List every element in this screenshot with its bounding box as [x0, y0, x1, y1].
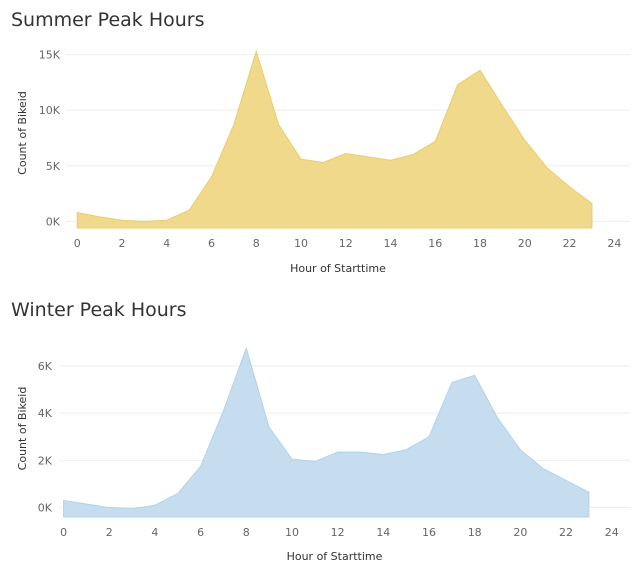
winter-x-tick-label: 2 — [106, 526, 113, 539]
winter-data-point[interactable] — [496, 416, 500, 420]
winter-data-point[interactable] — [62, 498, 66, 502]
summer-data-point[interactable] — [545, 166, 549, 170]
winter-data-point[interactable] — [450, 380, 454, 384]
summer-data-point[interactable] — [344, 152, 348, 156]
summer-data-point[interactable] — [299, 157, 303, 161]
winter-data-point[interactable] — [153, 503, 157, 507]
winter-x-tick-label: 0 — [60, 526, 67, 539]
winter-x-tick-label: 24 — [605, 526, 619, 539]
winter-x-tick-label: 6 — [197, 526, 204, 539]
summer-x-tick-label: 14 — [384, 237, 398, 250]
winter-data-point[interactable] — [267, 425, 271, 429]
winter-data-point[interactable] — [336, 450, 340, 454]
summer-data-point[interactable] — [590, 202, 594, 206]
winter-data-point[interactable] — [541, 467, 545, 471]
winter-area-series[interactable] — [63, 346, 590, 518]
summer-data-point[interactable] — [389, 158, 393, 162]
winter-data-point[interactable] — [404, 448, 408, 452]
winter-data-point[interactable] — [221, 409, 225, 413]
summer-data-point[interactable] — [187, 208, 191, 212]
winter-data-point[interactable] — [290, 457, 294, 461]
summer-x-tick-label: 2 — [118, 237, 125, 250]
winter-data-point[interactable] — [381, 452, 385, 456]
summer-data-point[interactable] — [120, 218, 124, 222]
winter-y-tick-label: 4K — [38, 407, 53, 420]
summer-data-point[interactable] — [321, 160, 325, 164]
summer-data-point[interactable] — [209, 175, 213, 179]
summer-x-tick-label: 4 — [163, 237, 170, 250]
winter-data-point[interactable] — [564, 478, 568, 482]
summer-chart-title: Summer Peak Hours — [11, 9, 205, 31]
summer-y-tick-label: 10K — [39, 104, 61, 117]
winter-y-tick-label: 6K — [38, 360, 53, 373]
winter-x-tick-label: 14 — [376, 526, 390, 539]
summer-data-point[interactable] — [568, 185, 572, 189]
summer-data-point[interactable] — [75, 210, 79, 214]
summer-data-point[interactable] — [433, 139, 437, 143]
summer-x-tick-label: 16 — [428, 237, 442, 250]
summer-x-tick-label: 22 — [563, 237, 577, 250]
summer-y-tick-label: 5K — [46, 160, 61, 173]
summer-data-point[interactable] — [478, 68, 482, 72]
winter-y-tick-label: 2K — [38, 454, 53, 467]
summer-data-point[interactable] — [142, 219, 146, 223]
winter-x-tick-label: 20 — [513, 526, 527, 539]
summer-x-tick-label: 12 — [339, 237, 353, 250]
winter-data-point[interactable] — [84, 502, 88, 506]
summer-data-point[interactable] — [98, 215, 102, 219]
summer-x-tick-label: 8 — [253, 237, 260, 250]
winter-x-tick-label: 22 — [559, 526, 573, 539]
winter-data-point[interactable] — [518, 448, 522, 452]
summer-data-point[interactable] — [232, 123, 236, 127]
summer-x-tick-label: 10 — [294, 237, 308, 250]
summer-data-point[interactable] — [523, 138, 527, 142]
winter-chart-title: Winter Peak Hours — [11, 299, 187, 321]
summer-x-tick-label: 6 — [208, 237, 215, 250]
winter-x-tick-label: 18 — [468, 526, 482, 539]
summer-y-tick-label: 15K — [39, 49, 61, 62]
summer-data-point[interactable] — [254, 49, 258, 53]
winter-data-point[interactable] — [107, 506, 111, 510]
summer-x-tick-label: 24 — [607, 237, 621, 250]
winter-data-point[interactable] — [473, 373, 477, 377]
summer-data-point[interactable] — [165, 218, 169, 222]
summer-data-point[interactable] — [277, 123, 281, 127]
winter-data-point[interactable] — [130, 507, 134, 511]
summer-y-tick-label: 0K — [46, 215, 61, 228]
winter-data-point[interactable] — [176, 491, 180, 495]
winter-data-point[interactable] — [199, 464, 203, 468]
summer-x-tick-label: 20 — [518, 237, 532, 250]
winter-x-tick-label: 16 — [422, 526, 436, 539]
winter-x-tick-label: 4 — [151, 526, 158, 539]
summer-data-point[interactable] — [456, 83, 460, 87]
winter-x-tick-label: 10 — [285, 526, 299, 539]
winter-data-point[interactable] — [587, 490, 591, 494]
winter-y-axis-title: Count of Bikeid — [16, 387, 29, 471]
winter-data-point[interactable] — [244, 346, 248, 350]
summer-area-series[interactable] — [76, 49, 593, 229]
winter-data-point[interactable] — [427, 435, 431, 439]
winter-x-axis-title: Hour of Starttime — [287, 550, 383, 563]
winter-data-point[interactable] — [313, 460, 317, 464]
winter-y-tick-label: 0K — [38, 502, 53, 515]
winter-x-tick-label: 8 — [243, 526, 250, 539]
winter-x-tick-label: 12 — [331, 526, 345, 539]
summer-data-point[interactable] — [500, 104, 504, 108]
summer-data-point[interactable] — [411, 153, 415, 157]
summer-y-axis-title: Count of Bikeid — [16, 91, 29, 175]
summer-x-tick-label: 0 — [74, 237, 81, 250]
winter-data-point[interactable] — [358, 450, 362, 454]
summer-data-point[interactable] — [366, 155, 370, 159]
summer-x-tick-label: 18 — [473, 237, 487, 250]
summer-x-axis-title: Hour of Starttime — [290, 262, 386, 275]
